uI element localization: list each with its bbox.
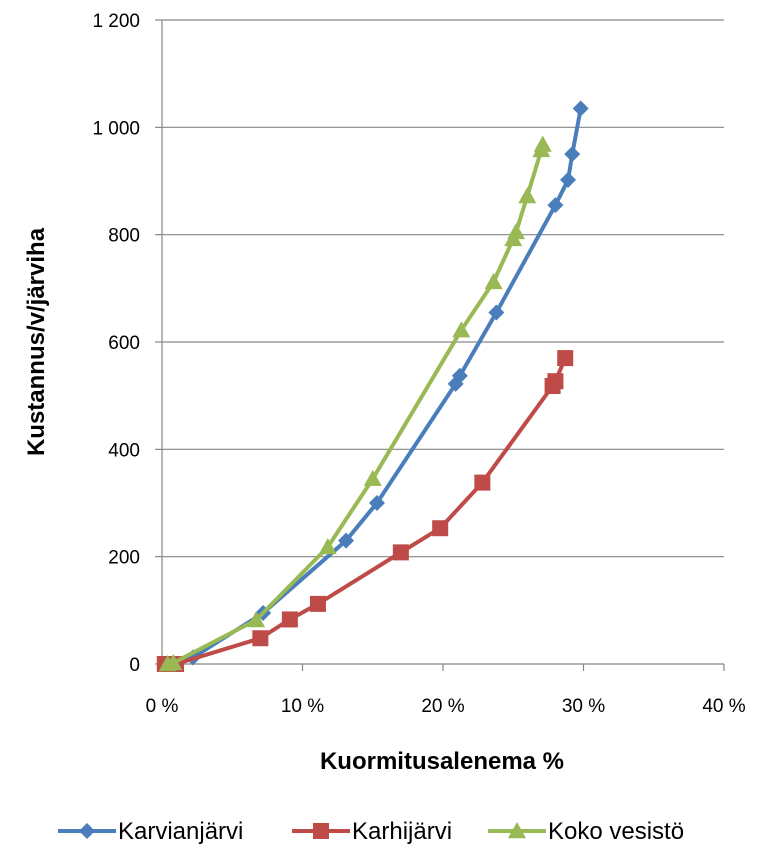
y-tick-label: 400 — [108, 440, 140, 461]
series-line — [164, 357, 568, 666]
data-point — [252, 630, 269, 647]
series-karhij-rvi — [156, 350, 574, 672]
x-tick-label: 30 % — [562, 696, 605, 717]
data-point — [564, 146, 581, 163]
series-koko-vesist- — [158, 135, 552, 672]
horizontal-gridlines — [162, 19, 724, 558]
y-tick-labels: 0 200 400 600 800 1 000 1 200 — [92, 11, 140, 676]
data-point — [572, 100, 589, 117]
legend-marker — [508, 822, 526, 839]
data-point — [518, 187, 537, 204]
series-karvianj-rvi — [161, 100, 589, 672]
legend-label: Koko vesistö — [548, 818, 684, 845]
y-tick-label: 600 — [108, 333, 140, 354]
x-tick-label: 40 % — [702, 696, 745, 717]
y-tick-label: 1 000 — [92, 118, 140, 139]
series-layer — [156, 100, 589, 672]
data-point — [392, 544, 409, 561]
data-point — [318, 538, 337, 555]
legend-marker — [79, 823, 95, 839]
data-point — [338, 532, 355, 549]
data-point — [547, 197, 564, 214]
y-tick-label: 200 — [108, 548, 140, 569]
data-point — [533, 135, 552, 152]
data-point — [547, 373, 564, 390]
legend-label: Karhijärvi — [352, 818, 452, 845]
series-line — [167, 144, 545, 666]
data-point — [432, 520, 449, 537]
y-tick-label: 1 200 — [92, 11, 140, 32]
data-point — [474, 474, 491, 491]
y-tick-label: 0 — [129, 655, 140, 676]
y-axis — [155, 19, 163, 665]
legend-entry: Karhijärvi — [292, 818, 452, 845]
legend: Karvianjärvi Karhijärvi Koko vesistö — [58, 818, 684, 845]
y-axis-title: Kustannus/v/järviha — [23, 227, 50, 456]
data-point — [451, 367, 468, 384]
legend-entry: Koko vesistö — [488, 818, 684, 845]
data-point — [452, 321, 471, 338]
data-point — [488, 304, 505, 321]
data-point — [557, 350, 574, 367]
x-axis-title: Kuormitusalenema % — [320, 748, 564, 775]
legend-marker — [313, 823, 329, 839]
legend-entry: Karvianjärvi — [58, 818, 243, 845]
data-point — [164, 653, 183, 671]
series-line — [168, 108, 583, 666]
data-point — [281, 611, 298, 628]
data-point — [484, 272, 503, 290]
data-point — [363, 469, 382, 487]
data-point — [309, 595, 326, 612]
legend-label: Karvianjärvi — [118, 818, 243, 845]
x-tick-label: 20 % — [421, 696, 464, 717]
data-point — [368, 495, 385, 511]
x-tick-label: 10 % — [281, 696, 324, 717]
x-tick-label: 0 % — [146, 696, 179, 717]
data-point — [247, 610, 266, 628]
data-point — [560, 171, 577, 188]
x-axis — [161, 663, 725, 671]
x-tick-labels: 0 % 10 % 20 % 30 % 40 % — [146, 696, 746, 717]
y-tick-label: 800 — [108, 226, 140, 247]
data-point — [507, 222, 526, 240]
